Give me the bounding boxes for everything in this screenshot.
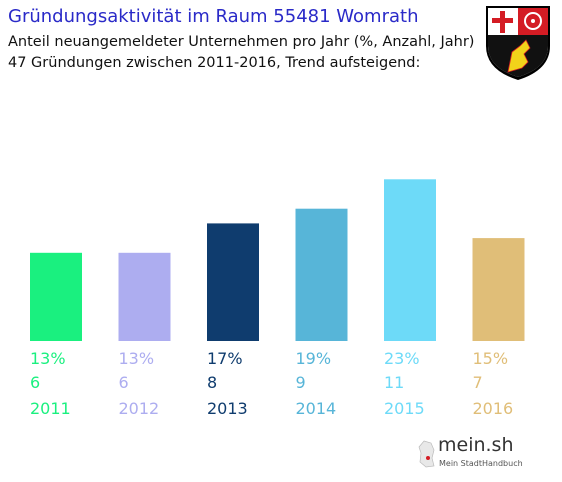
bar-2014 — [295, 208, 348, 341]
year-label-2016: 2016 — [473, 399, 514, 418]
percent-label-2012: 13% — [119, 349, 155, 368]
percent-label-2011: 13% — [30, 349, 66, 368]
bar-2016 — [472, 238, 525, 341]
brand-name: mein.sh — [438, 434, 514, 456]
percent-label-2014: 19% — [296, 349, 332, 368]
chart-subtitle: Anteil neuangemeldeter Unternehmen pro J… — [8, 34, 475, 50]
chart-summary: 47 Gründungen zwischen 2011-2016, Trend … — [8, 55, 421, 71]
count-label-2012: 6 — [119, 373, 129, 392]
bar-2012 — [118, 252, 171, 341]
year-label-2011: 2011 — [30, 399, 71, 418]
bar-2011 — [30, 252, 82, 341]
percent-label-2016: 15% — [473, 349, 509, 368]
year-label-2013: 2013 — [207, 399, 248, 418]
count-label-2015: 11 — [384, 373, 404, 392]
count-label-2013: 8 — [207, 373, 217, 392]
coat-of-arms-icon — [486, 6, 550, 80]
count-label-2011: 6 — [30, 373, 40, 392]
brand-logo[interactable]: mein.sh Mein StadtHandbuch — [418, 434, 528, 474]
year-label-2014: 2014 — [296, 399, 337, 418]
percent-label-2013: 17% — [207, 349, 243, 368]
brand-tagline: Mein StadtHandbuch — [439, 459, 523, 468]
count-label-2014: 9 — [296, 373, 306, 392]
year-label-2015: 2015 — [384, 399, 425, 418]
chart-title: Gründungsaktivität im Raum 55481 Womrath — [8, 6, 419, 27]
bar-2013 — [207, 223, 259, 341]
germany-map-icon — [418, 440, 435, 468]
count-label-2016: 7 — [473, 373, 483, 392]
percent-label-2015: 23% — [384, 349, 420, 368]
year-label-2012: 2012 — [119, 399, 160, 418]
bar-2015 — [384, 179, 436, 341]
